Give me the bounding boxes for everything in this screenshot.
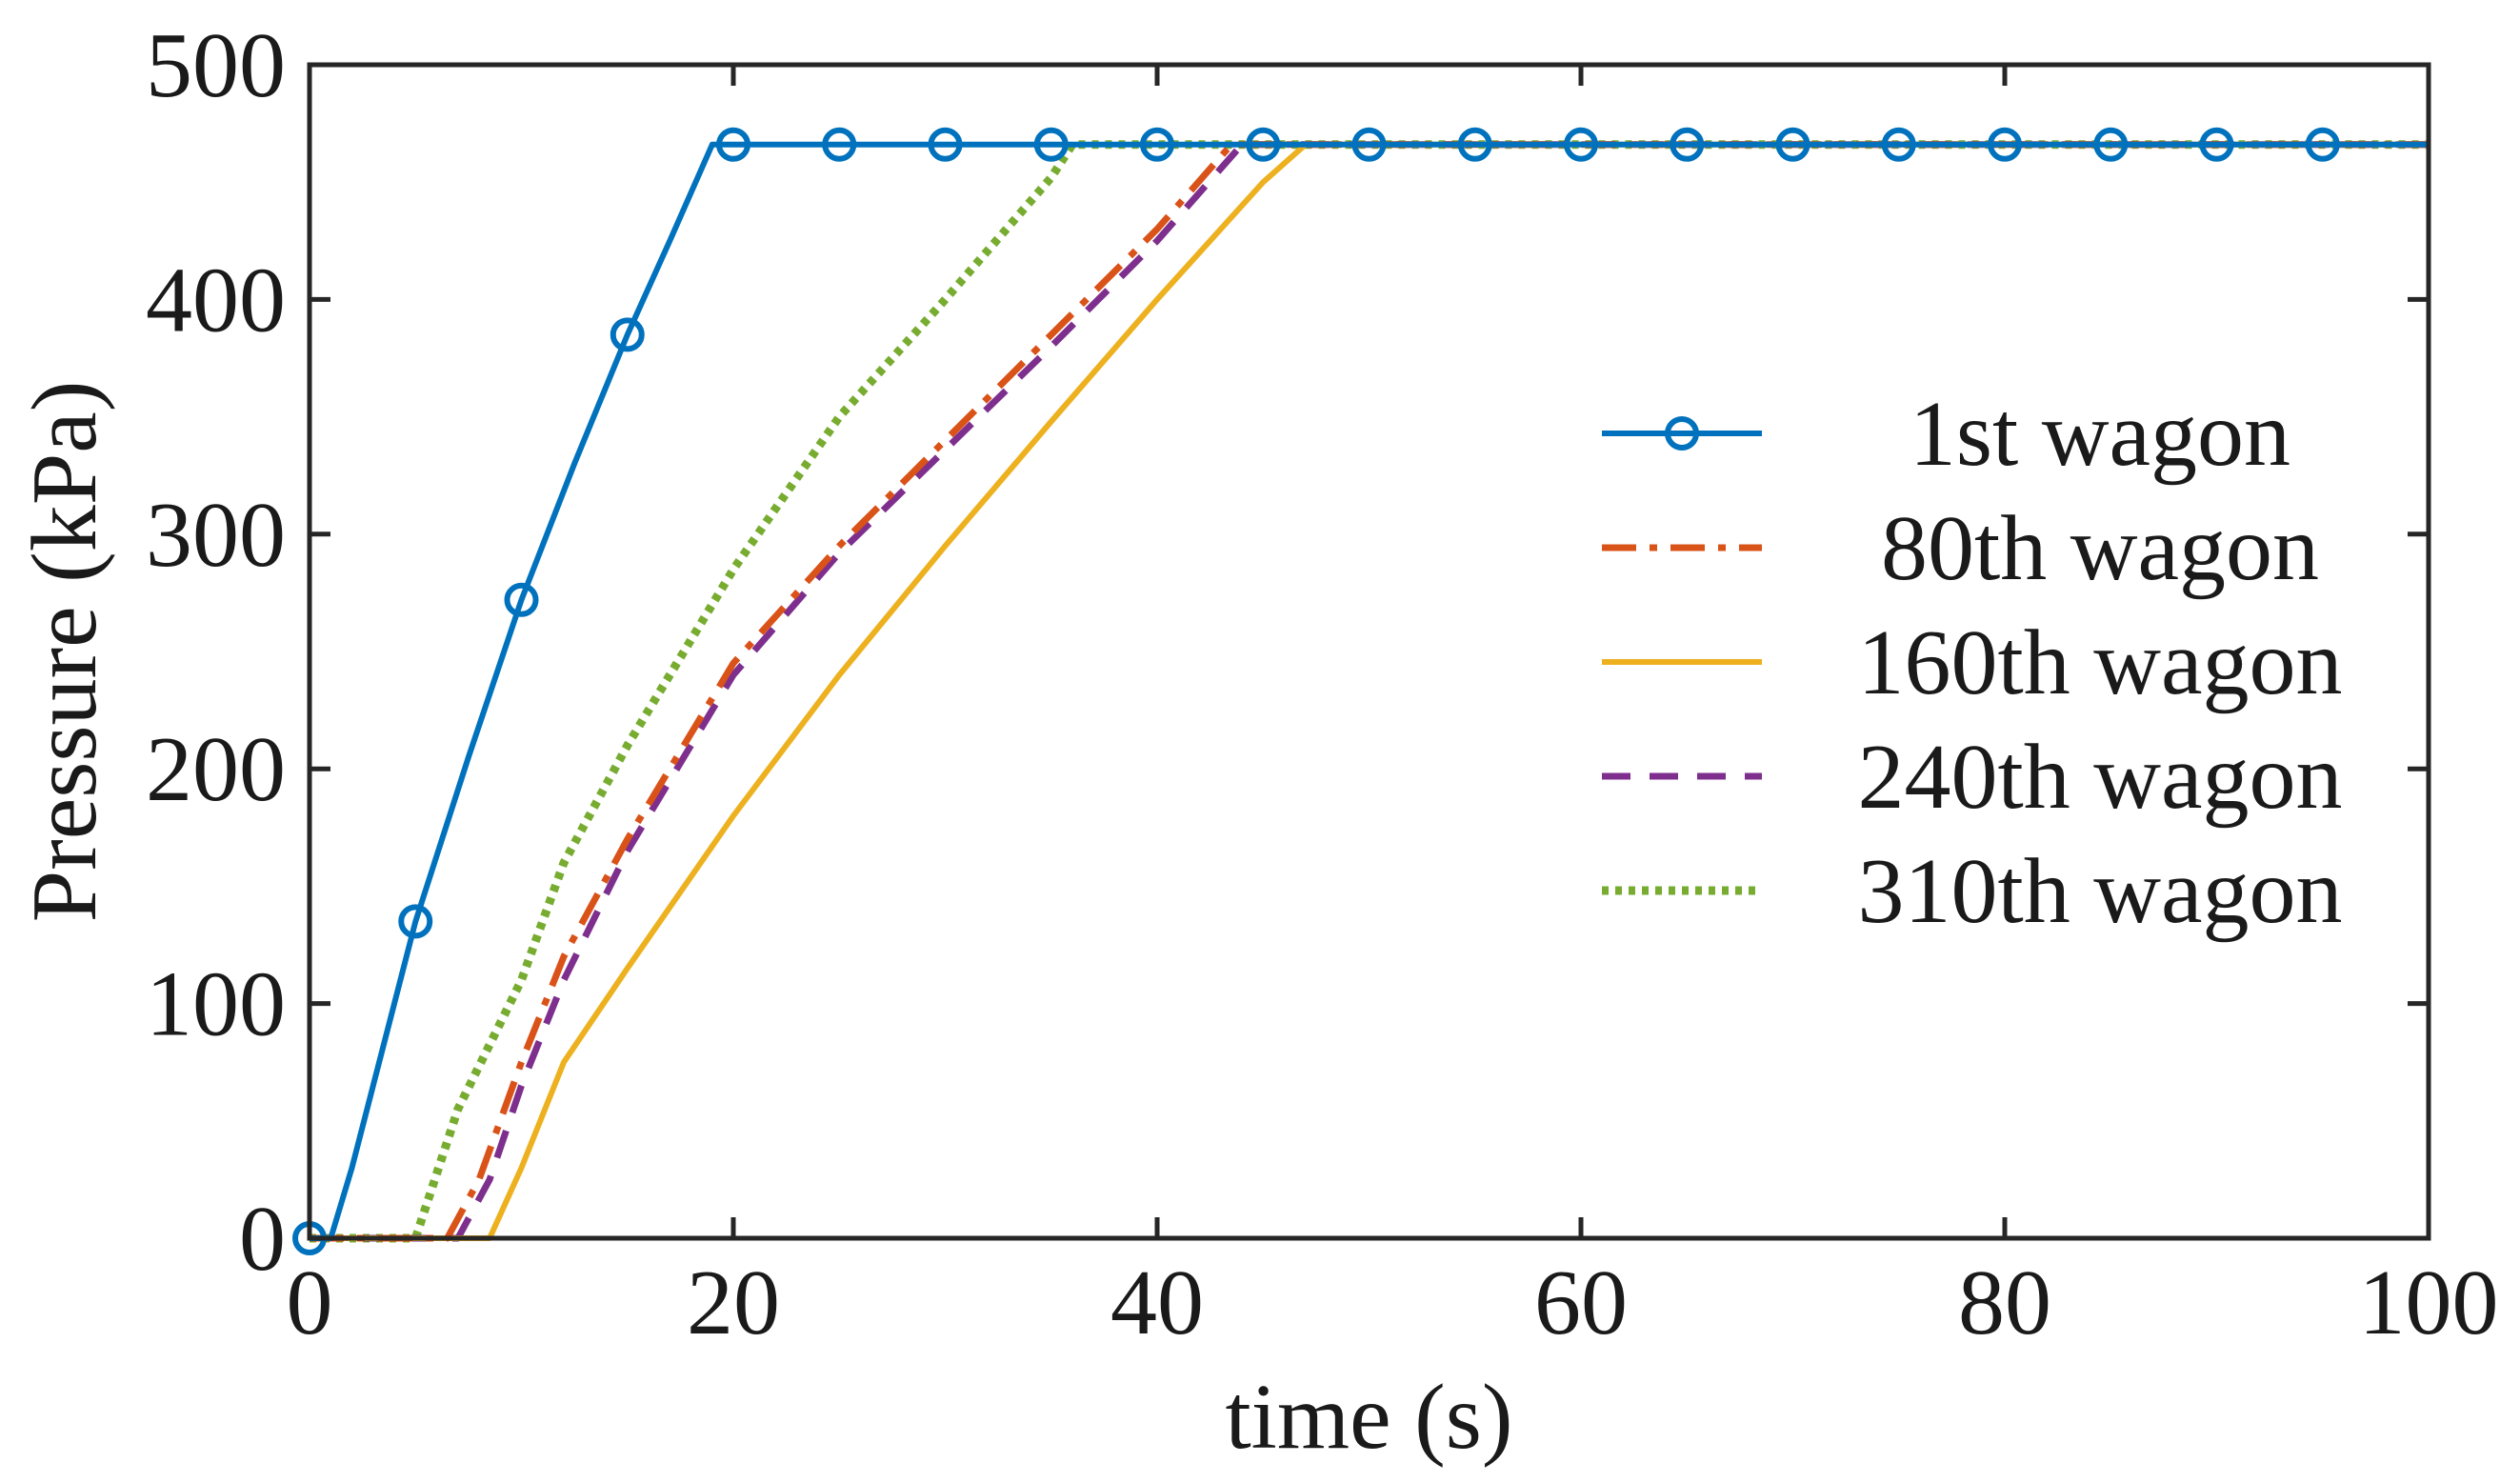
series-0-marker (610, 317, 645, 352)
series-line-1 (310, 141, 2429, 1242)
y-tick-label: 500 (146, 14, 286, 117)
series-line-3 (310, 141, 2429, 1242)
series-0-marker (1564, 127, 1598, 162)
series-0-marker (1351, 127, 1387, 162)
y-tick-label: 200 (146, 718, 286, 821)
series-0-marker (2093, 127, 2129, 162)
series-0-marker (2199, 127, 2234, 162)
series-line-0 (310, 141, 2429, 1241)
y-axis-title: Pressure (kPa) (13, 381, 116, 923)
series-0-marker (1881, 127, 1916, 162)
x-tick-label: 60 (1534, 1252, 1628, 1354)
x-axis-title: time (s) (1225, 1366, 1512, 1469)
y-tick-label: 100 (146, 953, 286, 1056)
series-0-marker (2305, 127, 2340, 162)
series-0-marker (1140, 127, 1174, 162)
series-0-marker (1033, 127, 1069, 162)
series-0-marker (1988, 127, 2022, 162)
axes: 0 20 40 60 80 100 0 100 200 300 400 500 time (s) Pres… (13, 14, 2499, 1469)
series-0-marker (1775, 127, 1810, 162)
legend-label-4: 310th wagon (1858, 840, 2343, 943)
y-tick-label: 0 (239, 1188, 286, 1291)
y-tick-label: 300 (146, 484, 286, 587)
series-line-2 (310, 141, 2429, 1241)
series-0-marker (716, 127, 750, 162)
series-0-marker (822, 127, 857, 162)
x-tick-label: 20 (687, 1252, 780, 1354)
series-line-4 (310, 140, 2429, 1243)
x-tick-label: 0 (287, 1252, 333, 1354)
legend-label-1: 80th wagon (1881, 497, 2319, 600)
legend-label-0: 1st wagon (1910, 383, 2290, 486)
axes-box (307, 62, 2431, 1241)
legend-marker-0 (1665, 416, 1699, 451)
series-0-marker (928, 127, 963, 162)
x-tick-label: 80 (1958, 1252, 2051, 1354)
series-0-marker (1670, 127, 1705, 162)
legend-label-2: 160th wagon (1858, 611, 2343, 714)
series-0-marker (1246, 127, 1281, 162)
series-layer (292, 127, 2429, 1255)
x-tick-label: 40 (1110, 1252, 1204, 1354)
series-0-marker (504, 582, 539, 617)
y-tick-label: 400 (146, 249, 286, 351)
x-tick-label: 100 (2359, 1252, 2499, 1354)
legend: 1st wagon 80th wagon 160th wagon 240th wago… (1602, 383, 2343, 943)
series-0-marker (1457, 127, 1492, 162)
series-0-marker (398, 904, 433, 939)
legend-label-3: 240th wagon (1858, 726, 2343, 829)
